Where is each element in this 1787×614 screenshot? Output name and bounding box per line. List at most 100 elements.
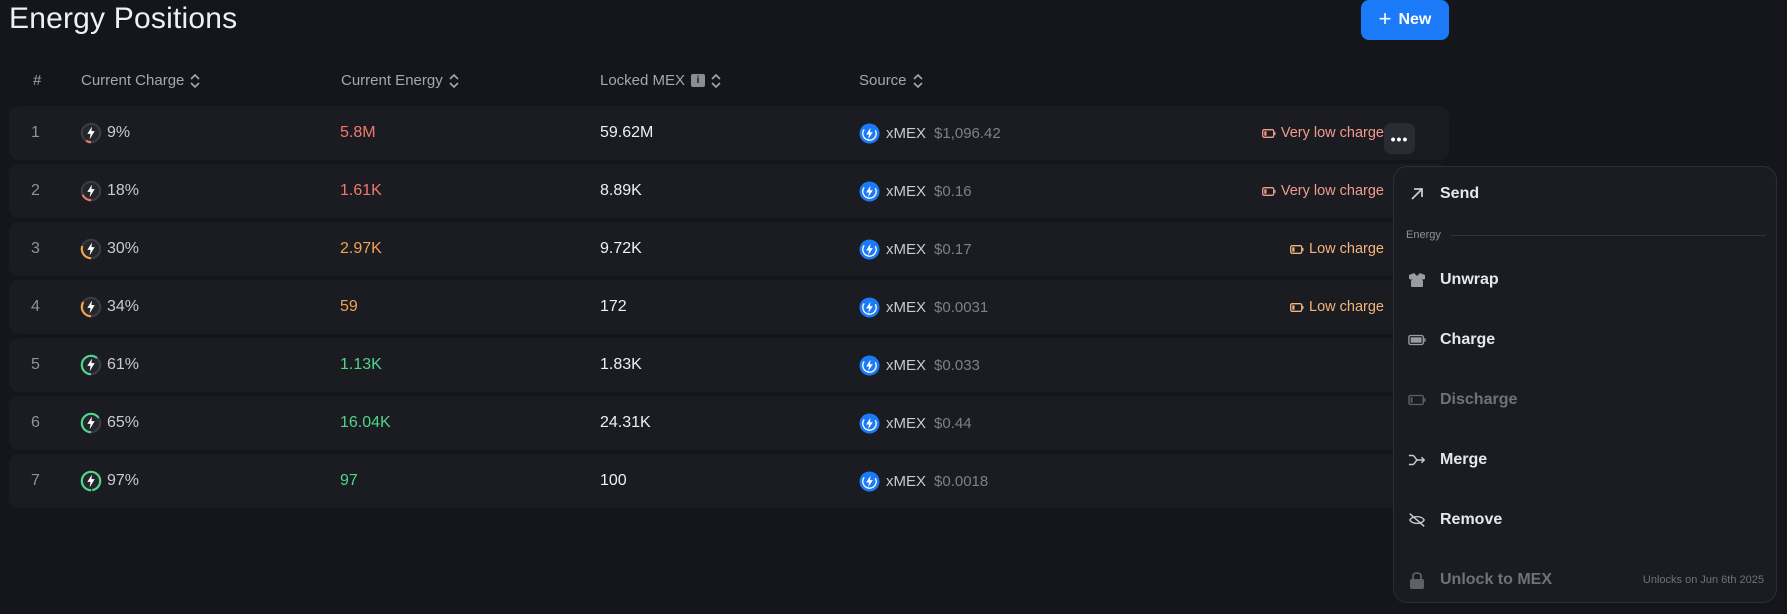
table-row[interactable]: 4 34% 59 172 xMEX $0.0031 Low charge bbox=[9, 280, 1449, 334]
charge-value: 34% bbox=[107, 298, 140, 315]
column-index: # bbox=[33, 72, 42, 89]
sort-icon bbox=[912, 73, 923, 89]
charge-icon bbox=[80, 122, 102, 144]
column-current-energy[interactable]: Current Energy bbox=[341, 72, 459, 89]
source: xMEX $0.0031 bbox=[859, 280, 988, 334]
table-row[interactable]: 1 9% 5.8M 59.62M xMEX $1,096.42 Very low… bbox=[9, 106, 1449, 160]
charge-icon bbox=[80, 354, 102, 376]
charge-icon bbox=[80, 470, 102, 492]
menu-item-unlock-to-mex[interactable]: Unlock to MEX Unlocks on Jun 6th 2025 bbox=[1394, 558, 1776, 602]
charge-warning: Low charge bbox=[1290, 280, 1384, 334]
charge-value: 97% bbox=[107, 472, 140, 489]
token-symbol: xMEX bbox=[886, 240, 927, 258]
lock-icon bbox=[1408, 571, 1426, 589]
row-index: 1 bbox=[31, 124, 40, 141]
usd-value: $0.033 bbox=[934, 356, 980, 374]
current-energy: 5.8M bbox=[340, 124, 376, 141]
usd-value: $1,096.42 bbox=[934, 124, 1001, 142]
new-position-button[interactable]: + New bbox=[1361, 0, 1449, 40]
current-energy: 1.13K bbox=[340, 356, 382, 373]
merge-icon bbox=[1408, 451, 1426, 469]
locked-mex: 100 bbox=[600, 472, 627, 489]
locked-mex: 8.89K bbox=[600, 182, 642, 199]
source: xMEX $0.16 bbox=[859, 164, 972, 218]
battery-low-icon bbox=[1290, 302, 1304, 312]
locked-mex: 24.31K bbox=[600, 414, 651, 431]
usd-value: $0.16 bbox=[934, 182, 972, 200]
menu-item-discharge[interactable]: Discharge bbox=[1394, 378, 1776, 422]
column-source[interactable]: Source bbox=[859, 72, 923, 89]
current-charge: 18% bbox=[80, 164, 139, 218]
table-row[interactable]: 3 30% 2.97K 9.72K xMEX $0.17 Low charge bbox=[9, 222, 1449, 276]
more-options-button[interactable]: ••• bbox=[1384, 123, 1415, 154]
row-index: 3 bbox=[31, 240, 40, 257]
unlock-date-note: Unlocks on Jun 6th 2025 bbox=[1642, 574, 1764, 586]
xmex-token-icon bbox=[859, 296, 880, 318]
table-row[interactable]: 7 97% 97 100 xMEX $0.0018 bbox=[9, 454, 1449, 508]
current-energy: 97 bbox=[340, 472, 358, 489]
table-row[interactable]: 5 61% 1.13K 1.83K xMEX $0.033 bbox=[9, 338, 1449, 392]
new-button-label: New bbox=[1398, 11, 1432, 28]
plus-icon: + bbox=[1378, 6, 1392, 31]
menu-item-remove[interactable]: Remove bbox=[1394, 498, 1776, 542]
usd-value: $0.0031 bbox=[934, 298, 989, 316]
charge-icon bbox=[80, 296, 102, 318]
charge-value: 18% bbox=[107, 182, 140, 199]
current-charge: 30% bbox=[80, 222, 139, 276]
battery-low-icon bbox=[1261, 128, 1276, 138]
source: xMEX $1,096.42 bbox=[859, 106, 1001, 160]
locked-mex: 9.72K bbox=[600, 240, 642, 257]
charge-value: 61% bbox=[107, 356, 140, 373]
warning-label: Low charge bbox=[1309, 241, 1384, 257]
locked-mex: 1.83K bbox=[600, 356, 642, 373]
locked-mex: 59.62M bbox=[600, 124, 654, 141]
charge-icon bbox=[80, 180, 102, 202]
row-index: 6 bbox=[31, 414, 40, 431]
charge-icon bbox=[80, 238, 102, 260]
menu-item-unwrap[interactable]: Unwrap bbox=[1394, 258, 1776, 302]
eye-off-icon bbox=[1408, 511, 1426, 529]
current-charge: 61% bbox=[80, 338, 139, 392]
charge-warning: Very low charge bbox=[1261, 106, 1384, 160]
menu-item-merge[interactable]: Merge bbox=[1394, 438, 1776, 482]
row-index: 2 bbox=[31, 182, 40, 199]
row-index: 7 bbox=[31, 472, 40, 489]
xmex-token-icon bbox=[859, 122, 880, 144]
box-open-icon bbox=[1408, 271, 1426, 289]
battery-full-icon bbox=[1408, 331, 1426, 349]
charge-warning: Very low charge bbox=[1261, 164, 1384, 218]
table-row[interactable]: 2 18% 1.61K 8.89K xMEX $0.16 Very low ch… bbox=[9, 164, 1449, 218]
current-charge: 9% bbox=[80, 106, 130, 160]
warning-label: Low charge bbox=[1309, 299, 1384, 315]
current-energy: 1.61K bbox=[340, 182, 382, 199]
usd-value: $0.0018 bbox=[934, 472, 989, 490]
current-charge: 97% bbox=[80, 454, 139, 508]
table-row[interactable]: 6 65% 16.04K 24.31K xMEX $0.44 bbox=[9, 396, 1449, 450]
current-energy: 16.04K bbox=[340, 414, 391, 431]
battery-low-icon bbox=[1290, 244, 1304, 254]
usd-value: $0.17 bbox=[934, 240, 972, 258]
charge-value: 65% bbox=[107, 414, 140, 431]
xmex-token-icon bbox=[859, 470, 880, 492]
battery-low-icon bbox=[1261, 186, 1276, 196]
menu-item-charge[interactable]: Charge bbox=[1394, 318, 1776, 362]
source: xMEX $0.033 bbox=[859, 338, 980, 392]
sort-icon bbox=[190, 73, 200, 89]
info-icon[interactable]: i bbox=[691, 74, 706, 87]
column-current-charge[interactable]: Current Charge bbox=[81, 72, 200, 89]
xmex-token-icon bbox=[859, 180, 880, 202]
current-charge: 34% bbox=[80, 280, 139, 334]
row-index: 4 bbox=[31, 298, 40, 315]
token-symbol: xMEX bbox=[886, 298, 927, 316]
charge-value: 9% bbox=[107, 124, 131, 141]
source: xMEX $0.44 bbox=[859, 396, 972, 450]
column-locked-mex[interactable]: Locked MEX i bbox=[600, 72, 721, 89]
current-charge: 65% bbox=[80, 396, 139, 450]
warning-label: Very low charge bbox=[1280, 125, 1384, 141]
token-symbol: xMEX bbox=[886, 472, 927, 490]
usd-value: $0.44 bbox=[934, 414, 972, 432]
menu-item-send[interactable]: Send bbox=[1394, 172, 1776, 216]
row-index: 5 bbox=[31, 356, 40, 373]
sort-icon bbox=[711, 73, 721, 89]
charge-icon bbox=[80, 412, 102, 434]
